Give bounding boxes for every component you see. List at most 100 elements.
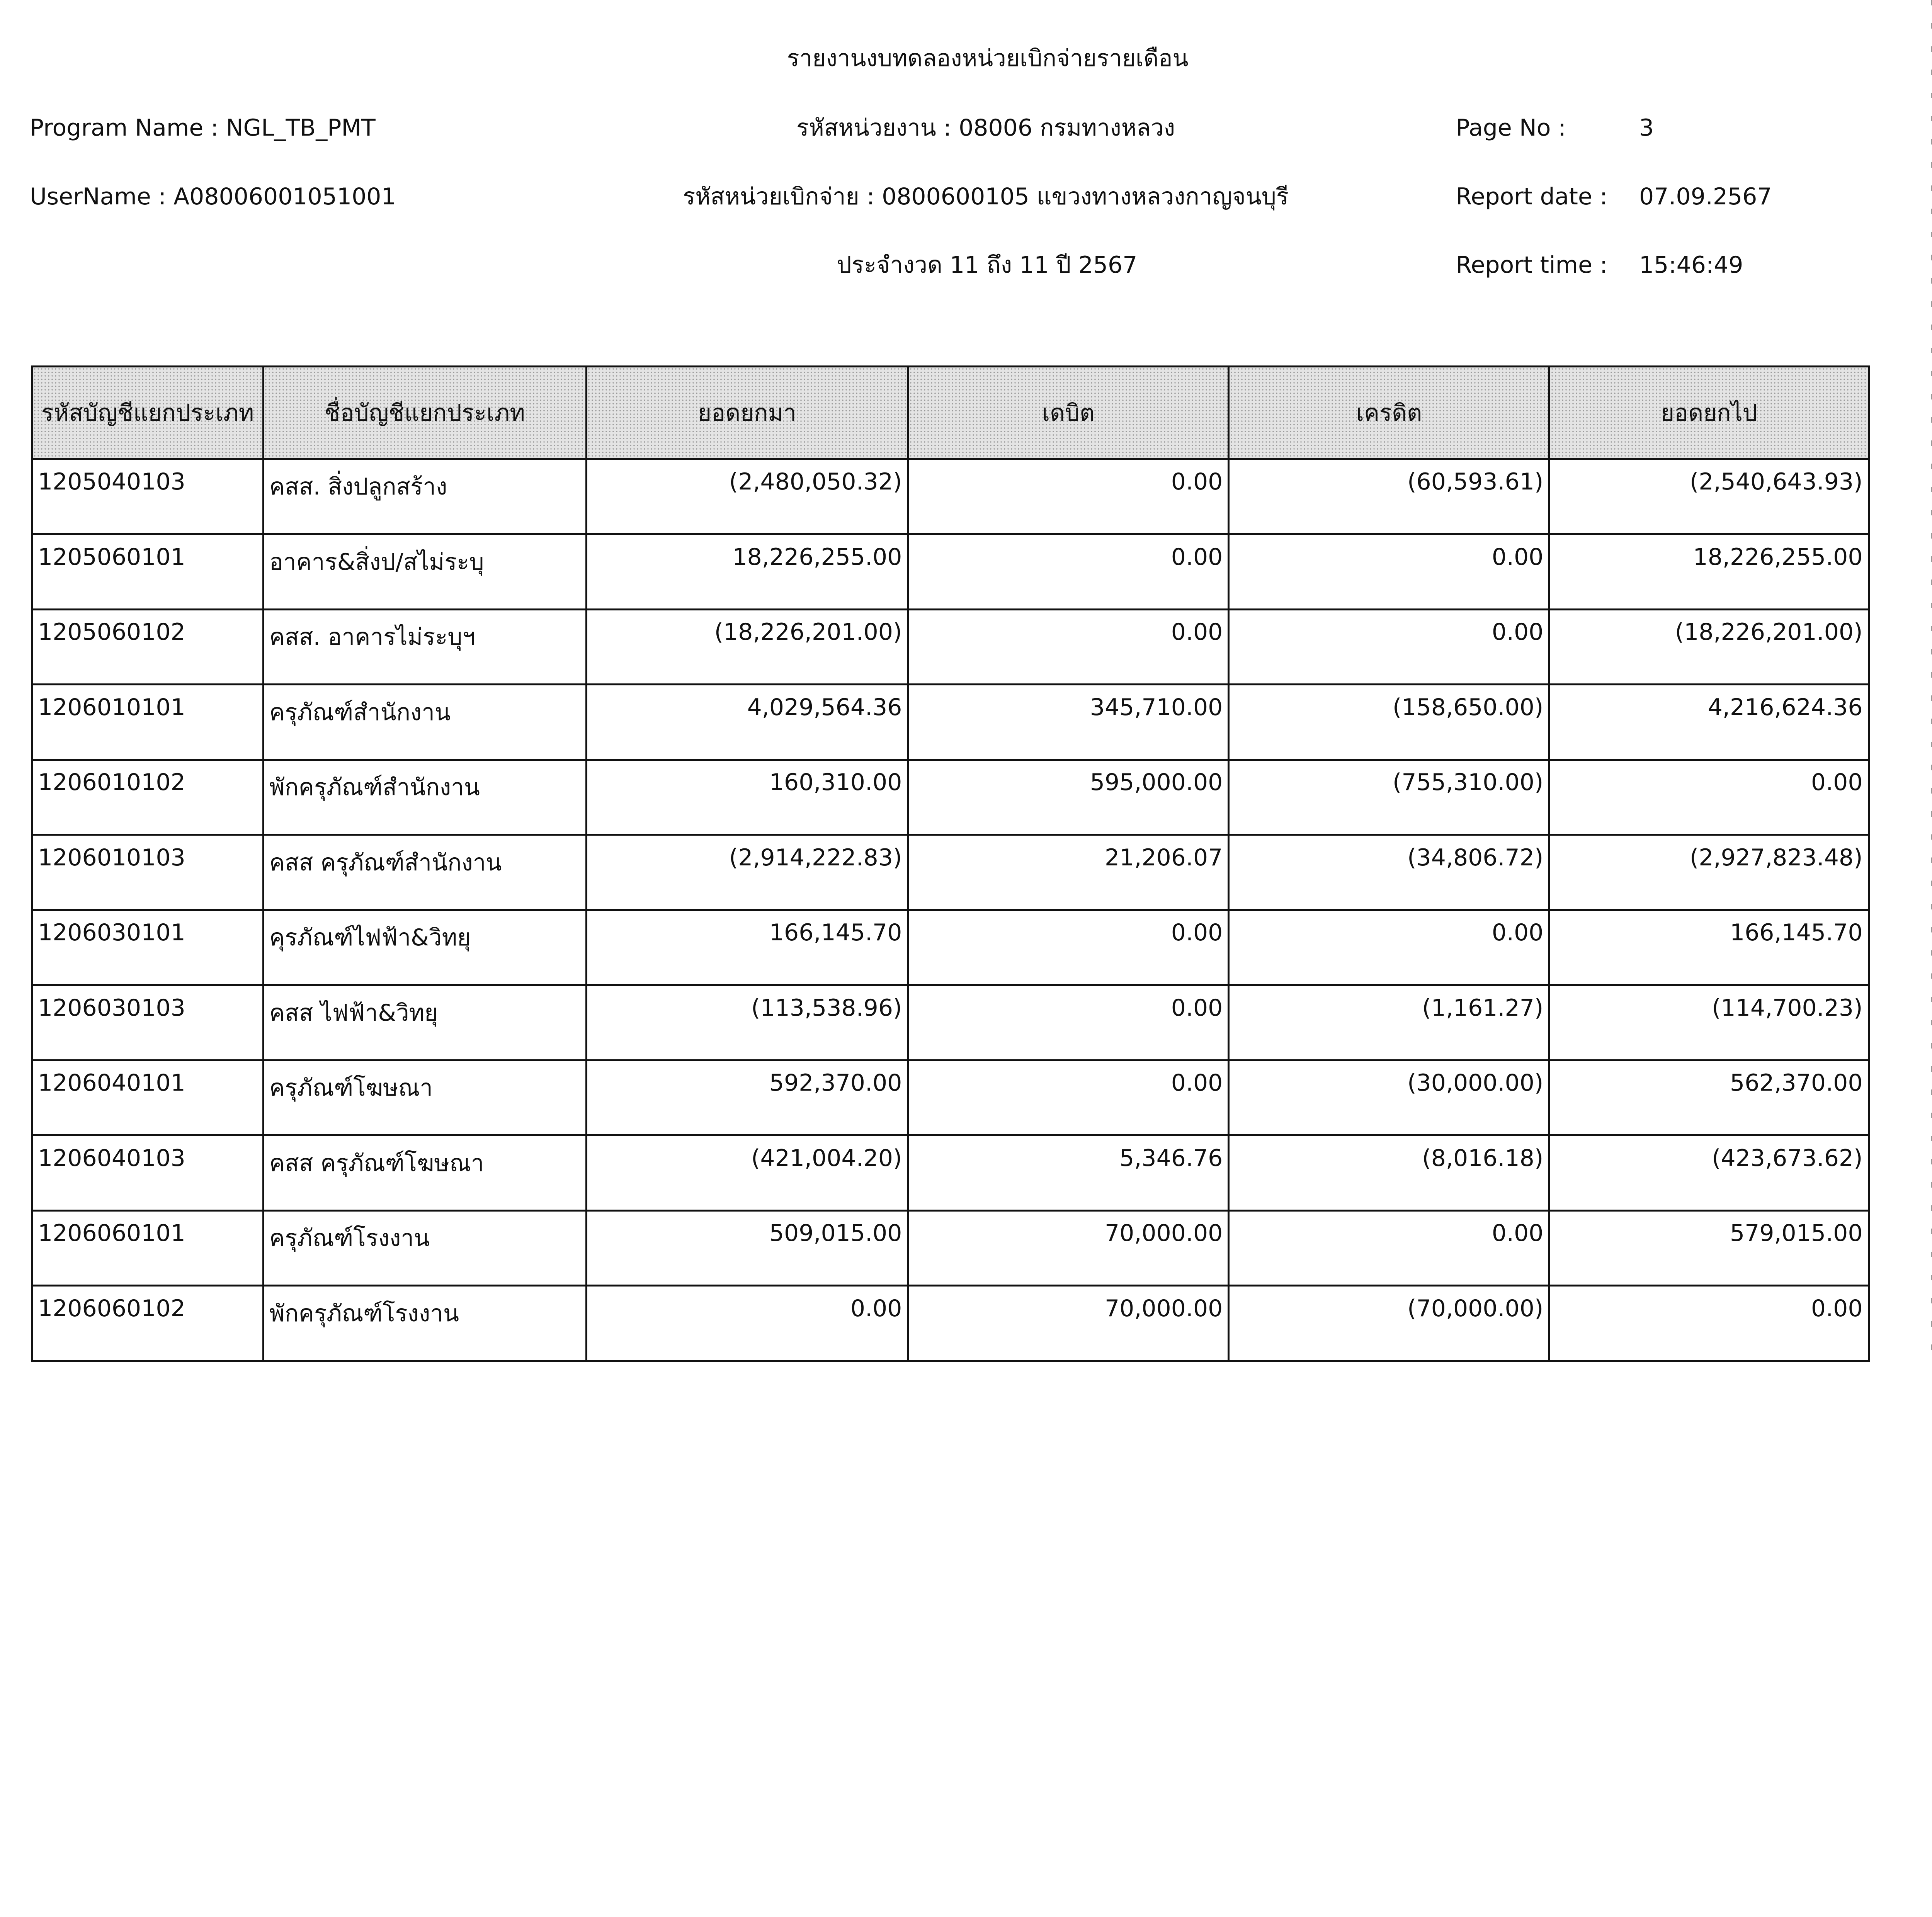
cell-credit: (755,310.00) [1228,758,1551,836]
cell-account-code: 1206060102 [31,1285,264,1362]
cell-closing-balance: 562,370.00 [1548,1059,1870,1136]
cell-credit: 0.00 [1228,608,1551,685]
table-row: 1205060102 คสส. อาคารไม่ระบุฯ (18,226,201.… [31,608,1870,685]
cell-account-name: คสส. สิ่งปลูกสร้าง [262,458,587,535]
cell-credit: (60,593.61) [1228,458,1551,535]
cell-account-name: คสส ครุภัณฑ์โฆษณา [262,1134,587,1212]
cell-account-code: 1206030101 [31,909,264,986]
cell-account-code: 1205060102 [31,608,264,685]
cell-closing-balance: 4,216,624.36 [1548,683,1870,761]
cell-opening-balance: 0.00 [585,1285,909,1362]
header-opening-balance: ยอดยกมา [585,365,909,460]
cell-closing-balance: (18,226,201.00) [1548,608,1870,685]
cell-debit: 0.00 [907,458,1230,535]
cell-credit: (34,806.72) [1228,834,1551,911]
cell-credit: (30,000.00) [1228,1059,1551,1136]
cell-opening-balance: 509,015.00 [585,1209,909,1286]
cell-account-name: คสส ครุภัณฑ์สำนักงาน [262,834,587,911]
cell-closing-balance: (2,540,643.93) [1548,458,1870,535]
report-title: รายงานงบทดลองหน่วยเบิกจ่ายรายเดือน [787,45,1189,72]
cell-credit: (70,000.00) [1228,1285,1551,1362]
cell-closing-balance: (423,673.62) [1548,1134,1870,1212]
cell-closing-balance: 18,226,255.00 [1548,533,1870,610]
cell-account-code: 1206010101 [31,683,264,761]
cell-credit: (8,016.18) [1228,1134,1551,1212]
cell-credit: 0.00 [1228,909,1551,986]
cell-credit: (158,650.00) [1228,683,1551,761]
cell-opening-balance: (2,914,222.83) [585,834,909,911]
report-date-label: Report date : [1456,183,1608,210]
report-time: 15:46:49 [1639,251,1743,279]
user-name: UserName : A08006001051001 [30,183,396,210]
report-time-label: Report time : [1456,251,1608,279]
cell-opening-balance: 160,310.00 [585,758,909,836]
table-row: 1206060101 ครุภัณฑ์โรงงาน 509,015.00 70,000… [31,1209,1870,1286]
agency-code: รหัสหน่วยงาน : 08006 กรมทางหลวง [796,114,1175,141]
table-row: 1206010103 คสส ครุภัณฑ์สำนักงาน (2,914,222… [31,834,1870,911]
cell-opening-balance: (18,226,201.00) [585,608,909,685]
cell-account-code: 1205040103 [31,458,264,535]
cell-account-name: พักครุภัณฑ์สำนักงาน [262,758,587,836]
cell-account-code: 1206010103 [31,834,264,911]
header-debit: เดบิต [907,365,1230,460]
disbursing-unit: รหัสหน่วยเบิกจ่าย : 0800600105 แขวงทางหล… [682,183,1289,210]
cell-opening-balance: 166,145.70 [585,909,909,986]
cell-opening-balance: (2,480,050.32) [585,458,909,535]
cell-credit: 0.00 [1228,1209,1551,1286]
cell-opening-balance: 4,029,564.36 [585,683,909,761]
cell-opening-balance: (421,004.20) [585,1134,909,1212]
cell-account-name: ครุภัณฑ์โรงงาน [262,1209,587,1286]
cell-closing-balance: (2,927,823.48) [1548,834,1870,911]
cell-credit: (1,161.27) [1228,984,1551,1061]
cell-debit: 5,346.76 [907,1134,1230,1212]
header-account-name: ชื่อบัญชีแยกประเภท [262,365,587,460]
cell-debit: 0.00 [907,909,1230,986]
table-row: 1206030103 คสส ไฟฟ้า&วิทยุ (113,538.96) 0.0… [31,984,1870,1061]
cell-account-code: 1205060101 [31,533,264,610]
cell-opening-balance: (113,538.96) [585,984,909,1061]
table-row: 1206040103 คสส ครุภัณฑ์โฆษณา (421,004.20) 5… [31,1134,1870,1212]
cell-debit: 21,206.07 [907,834,1230,911]
table-header-row: รหัสบัญชีแยกประเภท ชื่อบัญชีแยกประเภท ยอ… [31,365,1870,460]
cell-debit: 0.00 [907,1059,1230,1136]
cell-debit: 70,000.00 [907,1285,1230,1362]
cell-account-name: ครุภัณฑ์สำนักงาน [262,683,587,761]
cell-debit: 0.00 [907,608,1230,685]
page-edge-dashes [1926,0,1932,1366]
cell-account-name: คุรภัณฑ์ไฟฟ้า&วิทยุ [262,909,587,986]
cell-opening-balance: 592,370.00 [585,1059,909,1136]
cell-account-name: ครุภัณฑ์โฆษณา [262,1059,587,1136]
cell-account-code: 1206060101 [31,1209,264,1286]
report-date: 07.09.2567 [1639,183,1772,210]
table-row: 1206040101 ครุภัณฑ์โฆษณา 592,370.00 0.00 (30… [31,1059,1870,1136]
report-period: ประจำงวด 11 ถึง 11 ปี 2567 [837,251,1138,279]
cell-account-name: คสส. อาคารไม่ระบุฯ [262,608,587,685]
table-row: 1206010102 พักครุภัณฑ์สำนักงาน 160,310.00 5… [31,758,1870,836]
cell-closing-balance: 166,145.70 [1548,909,1870,986]
cell-closing-balance: (114,700.23) [1548,984,1870,1061]
page-no: 3 [1639,114,1654,141]
table-row: 1206010101 ครุภัณฑ์สำนักงาน 4,029,564.36 34… [31,683,1870,761]
cell-credit: 0.00 [1228,533,1551,610]
cell-account-code: 1206040103 [31,1134,264,1212]
cell-debit: 0.00 [907,533,1230,610]
cell-account-code: 1206040101 [31,1059,264,1136]
page-no-label: Page No : [1456,114,1566,141]
cell-account-name: อาคาร&สิ่งป/สไม่ระบุ [262,533,587,610]
header-account-code: รหัสบัญชีแยกประเภท [31,365,264,460]
cell-account-name: คสส ไฟฟ้า&วิทยุ [262,984,587,1061]
table-row: 1205060101 อาคาร&สิ่งป/สไม่ระบุ 18,226,255… [31,533,1870,610]
header-credit: เครดิต [1228,365,1551,460]
header-closing-balance: ยอดยกไป [1548,365,1870,460]
cell-closing-balance: 0.00 [1548,758,1870,836]
cell-closing-balance: 579,015.00 [1548,1209,1870,1286]
cell-debit: 345,710.00 [907,683,1230,761]
table-row: 1206030101 คุรภัณฑ์ไฟฟ้า&วิทยุ 166,145.70 0… [31,909,1870,986]
cell-debit: 70,000.00 [907,1209,1230,1286]
trial-balance-table: รหัสบัญชีแยกประเภท ชื่อบัญชีแยกประเภท ยอ… [31,365,1870,1362]
cell-opening-balance: 18,226,255.00 [585,533,909,610]
table-row: 1206060102 พักครุภัณฑ์โรงงาน 0.00 70,000.00… [31,1285,1870,1362]
cell-closing-balance: 0.00 [1548,1285,1870,1362]
cell-account-code: 1206030103 [31,984,264,1061]
cell-debit: 0.00 [907,984,1230,1061]
